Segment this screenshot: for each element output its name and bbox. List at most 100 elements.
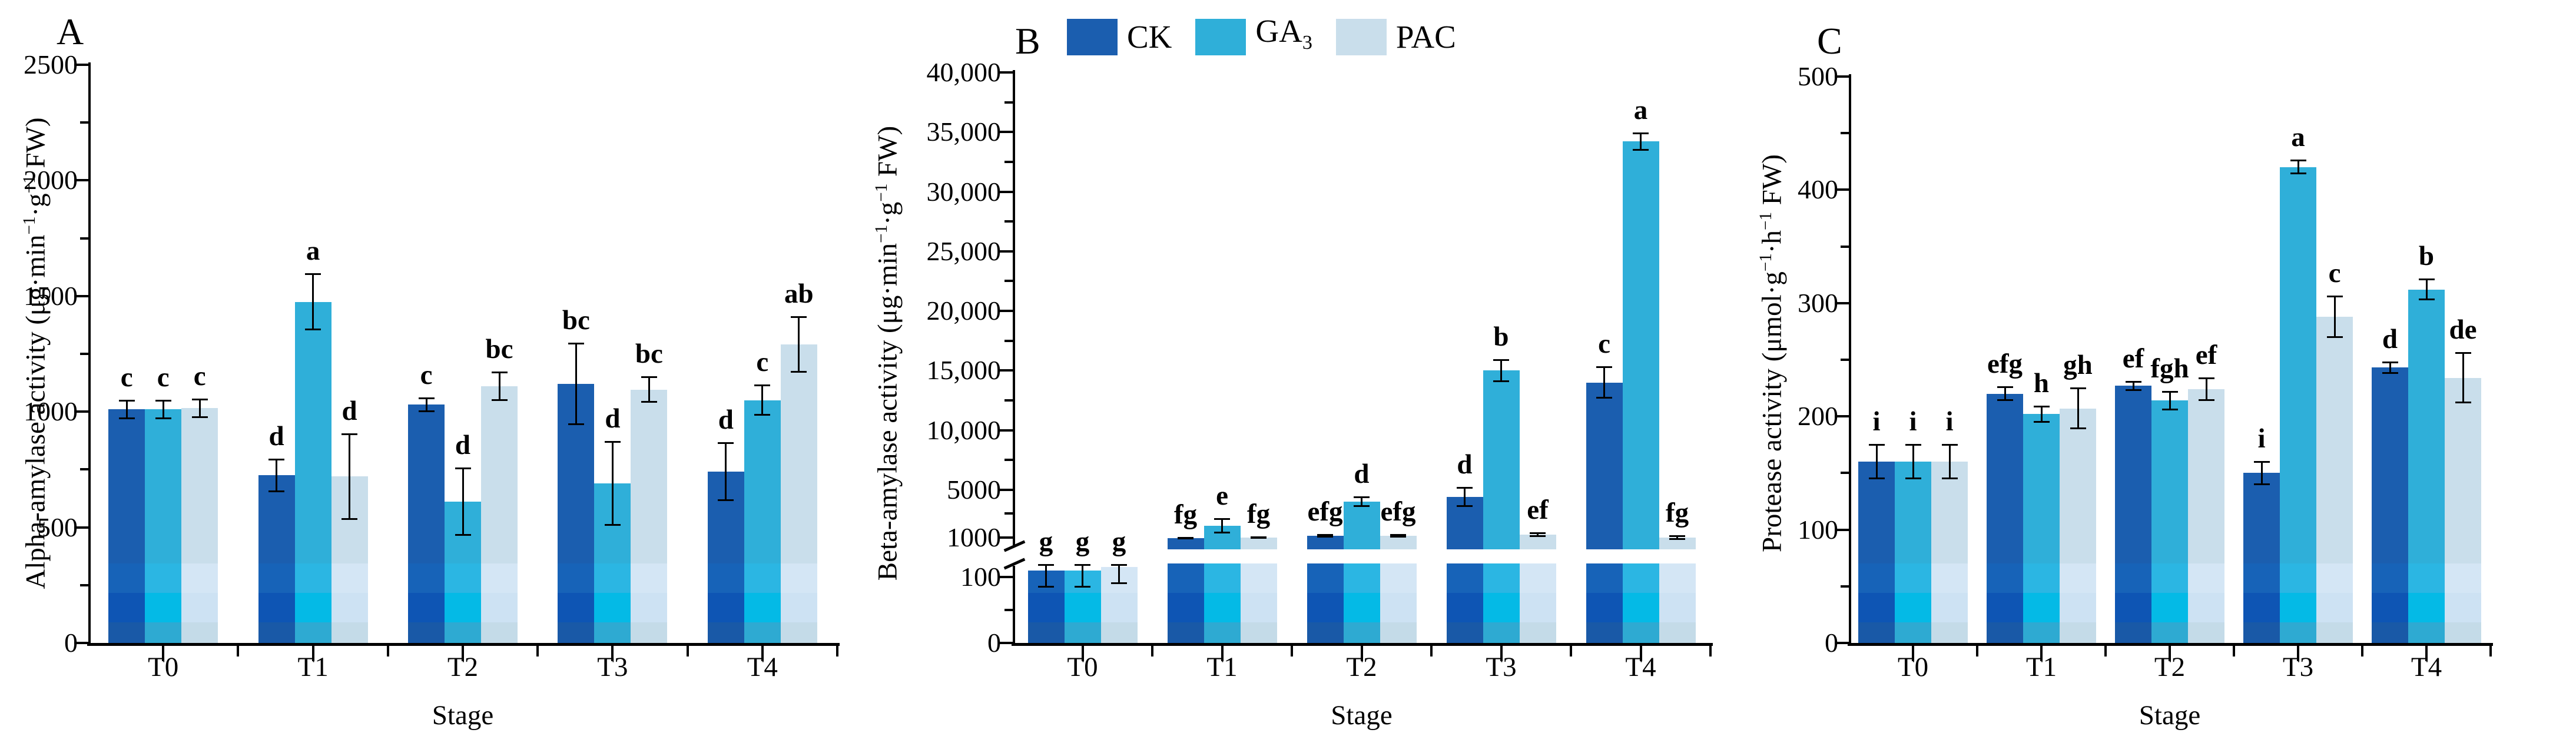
sig-letter-a-t0-ga_3: c bbox=[157, 362, 170, 393]
errorbar-cap-top-c-t3-pac bbox=[2326, 296, 2343, 297]
errorbar-cap-bottom-c-t1-ck bbox=[1997, 399, 2013, 401]
y-major-tick-c bbox=[1835, 75, 1849, 78]
sig-letter-a-t2-ga_3: d bbox=[455, 430, 471, 460]
bar-c-t4-ga_3 bbox=[2408, 290, 2445, 643]
x-axis-title-c: Stage bbox=[2139, 700, 2201, 731]
sig-letter-b-t3-ga_3: b bbox=[1493, 321, 1509, 352]
y-axis-line-b bbox=[1013, 566, 1015, 645]
sig-letter-c-t4-ga_3: b bbox=[2418, 241, 2435, 271]
bar-a-t4-ga_3 bbox=[744, 400, 781, 643]
errorbar-cap-top-b-t3-ck bbox=[1457, 487, 1473, 489]
legend-item-ck: CK bbox=[1067, 19, 1172, 55]
errorbar-line-b-t4-ck bbox=[1603, 367, 1605, 398]
errorbar-cap-top-b-t0-pac bbox=[1111, 564, 1127, 566]
errorbar-cap-bottom-c-t3-ck bbox=[2253, 483, 2270, 485]
errorbar-cap-top-a-t0-pac bbox=[191, 399, 208, 400]
sig-letter-b-t2-ga_3: d bbox=[1354, 459, 1370, 489]
x-boundary-tick-b bbox=[1291, 646, 1293, 656]
y-major-tick-a bbox=[74, 179, 88, 181]
errorbar-line-a-t0-ck bbox=[125, 400, 128, 419]
errorbar-cap-bottom-c-t2-pac bbox=[2198, 399, 2214, 401]
legend-swatch-ck bbox=[1067, 19, 1118, 55]
sig-letter-b-t4-ga_3: a bbox=[1633, 95, 1648, 125]
y-tick-label-a: 2500 bbox=[24, 49, 78, 79]
sig-letter-a-t3-ga_3: d bbox=[605, 403, 621, 434]
errorbar-cap-top-a-t0-ck bbox=[118, 400, 135, 402]
y-tick-label-c: 100 bbox=[1798, 515, 1838, 545]
errorbar-line-a-t0-pac bbox=[198, 399, 201, 417]
errorbar-line-a-t1-ga_3 bbox=[312, 274, 314, 330]
x-boundary-tick-a bbox=[386, 646, 389, 656]
errorbar-cap-bottom-b-t0-pac bbox=[1111, 582, 1127, 584]
errorbar-line-c-t1-ck bbox=[2004, 387, 2006, 400]
y-minor-tick-a bbox=[80, 121, 88, 124]
sig-letter-c-t3-ga_3: a bbox=[2291, 122, 2305, 152]
sig-letter-b-t1-ck: fg bbox=[1173, 499, 1198, 530]
y-minor-tick-b bbox=[1004, 459, 1013, 461]
y-minor-tick-b bbox=[1004, 399, 1013, 402]
sig-letter-a-t4-ga_3: c bbox=[756, 347, 769, 377]
sig-letter-a-t1-ck: d bbox=[268, 421, 284, 452]
y-tick-label-b: 40,000 bbox=[926, 57, 1002, 87]
sig-letter-a-t1-pac: d bbox=[342, 396, 357, 426]
errorbar-line-c-t4-ga_3 bbox=[2425, 279, 2428, 300]
y-tick-label-c: 400 bbox=[1798, 174, 1838, 204]
errorbar-line-b-t3-pac bbox=[1537, 533, 1539, 536]
errorbar-cap-top-b-t2-ga_3 bbox=[1354, 496, 1370, 498]
errorbar-line-a-t2-ga_3 bbox=[462, 468, 464, 535]
errorbar-cap-top-a-t1-ga_3 bbox=[305, 273, 321, 275]
bar-a-t0-ga_3 bbox=[145, 409, 182, 643]
errorbar-line-b-t1-ga_3 bbox=[1221, 519, 1223, 533]
y-major-tick-a bbox=[74, 526, 88, 529]
errorbar-line-c-t4-ck bbox=[2389, 362, 2391, 373]
sig-letter-c-t0-ga_3: i bbox=[1909, 406, 1917, 437]
errorbar-cap-top-a-t3-ck bbox=[568, 343, 584, 344]
bar-b-t1-ga_3 bbox=[1204, 526, 1241, 643]
x-boundary-tick-a bbox=[237, 646, 240, 656]
x-axis-line-c bbox=[1848, 643, 2493, 646]
errorbar-cap-bottom-a-t3-ga_3 bbox=[604, 524, 621, 526]
errorbar-cap-bottom-a-t3-ck bbox=[568, 423, 584, 425]
y-tick-label-b: 5000 bbox=[947, 475, 1001, 505]
errorbar-cap-bottom-c-t0-pac bbox=[1941, 478, 1958, 479]
errorbar-cap-bottom-b-t3-ga_3 bbox=[1493, 380, 1509, 382]
y-major-tick-c bbox=[1835, 302, 1849, 304]
errorbar-cap-bottom-b-t3-pac bbox=[1530, 535, 1546, 537]
x-boundary-tick-a bbox=[686, 646, 689, 656]
errorbar-line-b-t0-ga_3 bbox=[1082, 565, 1083, 587]
x-major-tick-c bbox=[1912, 646, 1914, 661]
sig-letter-b-t4-ck: c bbox=[1598, 329, 1610, 359]
errorbar-cap-top-a-t4-ga_3 bbox=[754, 384, 771, 386]
bar-c-t4-ck bbox=[2372, 367, 2408, 643]
sig-letter-b-t3-ck: d bbox=[1457, 449, 1473, 480]
y-major-tick-b bbox=[999, 71, 1013, 74]
sig-letter-a-t2-ck: c bbox=[420, 360, 433, 390]
y-major-tick-a bbox=[74, 64, 88, 66]
x-boundary-tick-a bbox=[536, 646, 539, 656]
x-axis-line-b bbox=[1012, 643, 1713, 646]
errorbar-cap-top-b-t4-ck bbox=[1596, 366, 1612, 368]
sig-letter-b-t0-ck: g bbox=[1039, 526, 1053, 557]
bar-c-t0-ga_3 bbox=[1895, 462, 1931, 643]
errorbar-line-c-t2-ck bbox=[2132, 382, 2134, 390]
x-major-tick-c bbox=[2425, 646, 2428, 661]
bar-a-t3-pac bbox=[631, 390, 668, 643]
errorbar-line-a-t3-ck bbox=[575, 343, 577, 425]
legend-item-ga_3: GA3 bbox=[1195, 13, 1312, 61]
x-major-tick-a bbox=[761, 646, 764, 661]
legend-label-pac: PAC bbox=[1395, 19, 1456, 55]
x-boundary-tick-b bbox=[1570, 646, 1572, 656]
errorbar-cap-bottom-a-t4-ck bbox=[718, 499, 734, 501]
errorbar-line-b-t4-pac bbox=[1676, 536, 1678, 539]
bar-c-t3-pac bbox=[2316, 317, 2353, 643]
sig-letter-a-t4-pac: ab bbox=[784, 278, 814, 309]
errorbar-cap-top-c-t4-ga_3 bbox=[2418, 278, 2435, 280]
sig-letter-b-t2-ck: efg bbox=[1307, 496, 1343, 527]
errorbar-cap-bottom-c-t4-ga_3 bbox=[2418, 299, 2435, 300]
errorbar-cap-bottom-b-t1-ga_3 bbox=[1214, 532, 1230, 533]
errorbar-cap-top-c-t2-pac bbox=[2198, 377, 2214, 379]
errorbar-cap-top-c-t0-ga_3 bbox=[1905, 444, 1921, 446]
bar-c-t2-pac bbox=[2188, 389, 2224, 643]
errorbar-line-c-t0-ck bbox=[1875, 445, 1878, 479]
y-minor-tick-b bbox=[1004, 609, 1013, 611]
